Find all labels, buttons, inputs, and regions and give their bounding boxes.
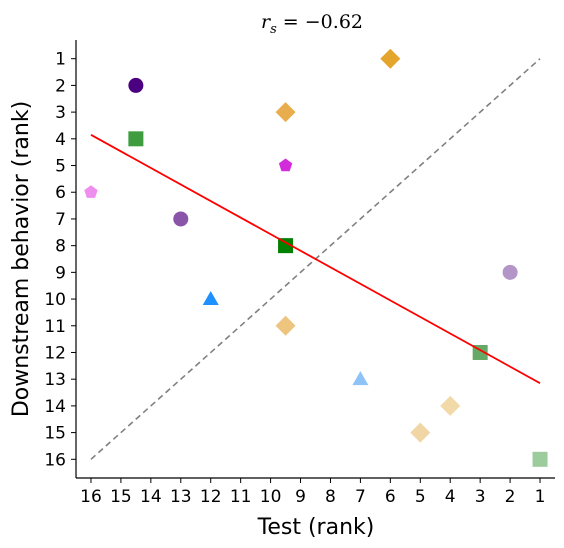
y-tick-label: 12 <box>44 343 66 363</box>
data-point-diamond <box>275 102 296 123</box>
x-tick-label: 10 <box>260 487 282 507</box>
x-tick-label: 15 <box>110 487 132 507</box>
regression-line <box>90 134 541 384</box>
x-tick-label: 2 <box>505 487 516 507</box>
y-tick-label: 16 <box>44 450 66 470</box>
x-tick-label: 11 <box>230 487 252 507</box>
y-tick-label: 4 <box>55 130 66 150</box>
x-tick-label: 1 <box>535 487 546 507</box>
x-tick-label: 9 <box>295 487 306 507</box>
y-tick-label: 3 <box>55 103 66 123</box>
y-tick-label: 10 <box>44 290 66 310</box>
y-tick-label: 8 <box>55 237 66 257</box>
y-tick-label: 14 <box>44 397 66 417</box>
x-axis-title: Test (rank) <box>257 515 375 540</box>
x-tick-label: 4 <box>445 487 456 507</box>
x-tick-label: 16 <box>80 487 102 507</box>
y-tick-label: 6 <box>55 183 66 203</box>
data-point-triangle <box>352 371 369 386</box>
chart-title-subscript: s <box>270 22 277 37</box>
data-point-pentagon <box>278 158 293 172</box>
y-tick-label: 7 <box>55 210 66 230</box>
x-tick-label: 12 <box>200 487 222 507</box>
x-tick-label: 8 <box>325 487 336 507</box>
y-tick-label: 15 <box>44 424 66 444</box>
x-tick-label: 3 <box>475 487 486 507</box>
data-point-pentagon <box>84 185 98 198</box>
data-point-diamond <box>440 395 461 416</box>
data-point-square <box>278 238 294 254</box>
x-tick-label: 13 <box>170 487 192 507</box>
chart-title-rest: = −0.62 <box>277 11 363 33</box>
x-tick-label: 14 <box>140 487 162 507</box>
y-tick-label: 5 <box>55 157 66 177</box>
chart-title-symbol: r <box>261 11 272 33</box>
y-tick-label: 9 <box>55 263 66 283</box>
data-point-circle <box>173 211 189 227</box>
x-tick-label: 6 <box>385 487 396 507</box>
data-point-square <box>532 451 548 467</box>
y-tick-label: 1 <box>55 50 66 70</box>
x-axis-ticks: 16 15 14 13 12 11 10 9 8 7 6 5 4 3 2 1 <box>80 478 545 507</box>
chart-title: rs = −0.62 <box>261 11 363 37</box>
data-point-diamond <box>410 422 431 443</box>
data-point-circle <box>502 264 518 280</box>
data-point-square <box>128 131 144 147</box>
data-point-circle <box>128 77 144 93</box>
y-tick-label: 11 <box>44 317 66 337</box>
x-tick-label: 7 <box>355 487 366 507</box>
plot-area <box>84 48 548 467</box>
data-point-diamond <box>380 48 401 69</box>
data-point-diamond <box>275 315 296 336</box>
x-tick-label: 5 <box>415 487 426 507</box>
data-point-triangle <box>202 291 219 306</box>
y-tick-label: 13 <box>44 370 66 390</box>
y-tick-label: 2 <box>55 76 66 96</box>
y-axis-title: Downstream behavior (rank) <box>9 101 34 417</box>
